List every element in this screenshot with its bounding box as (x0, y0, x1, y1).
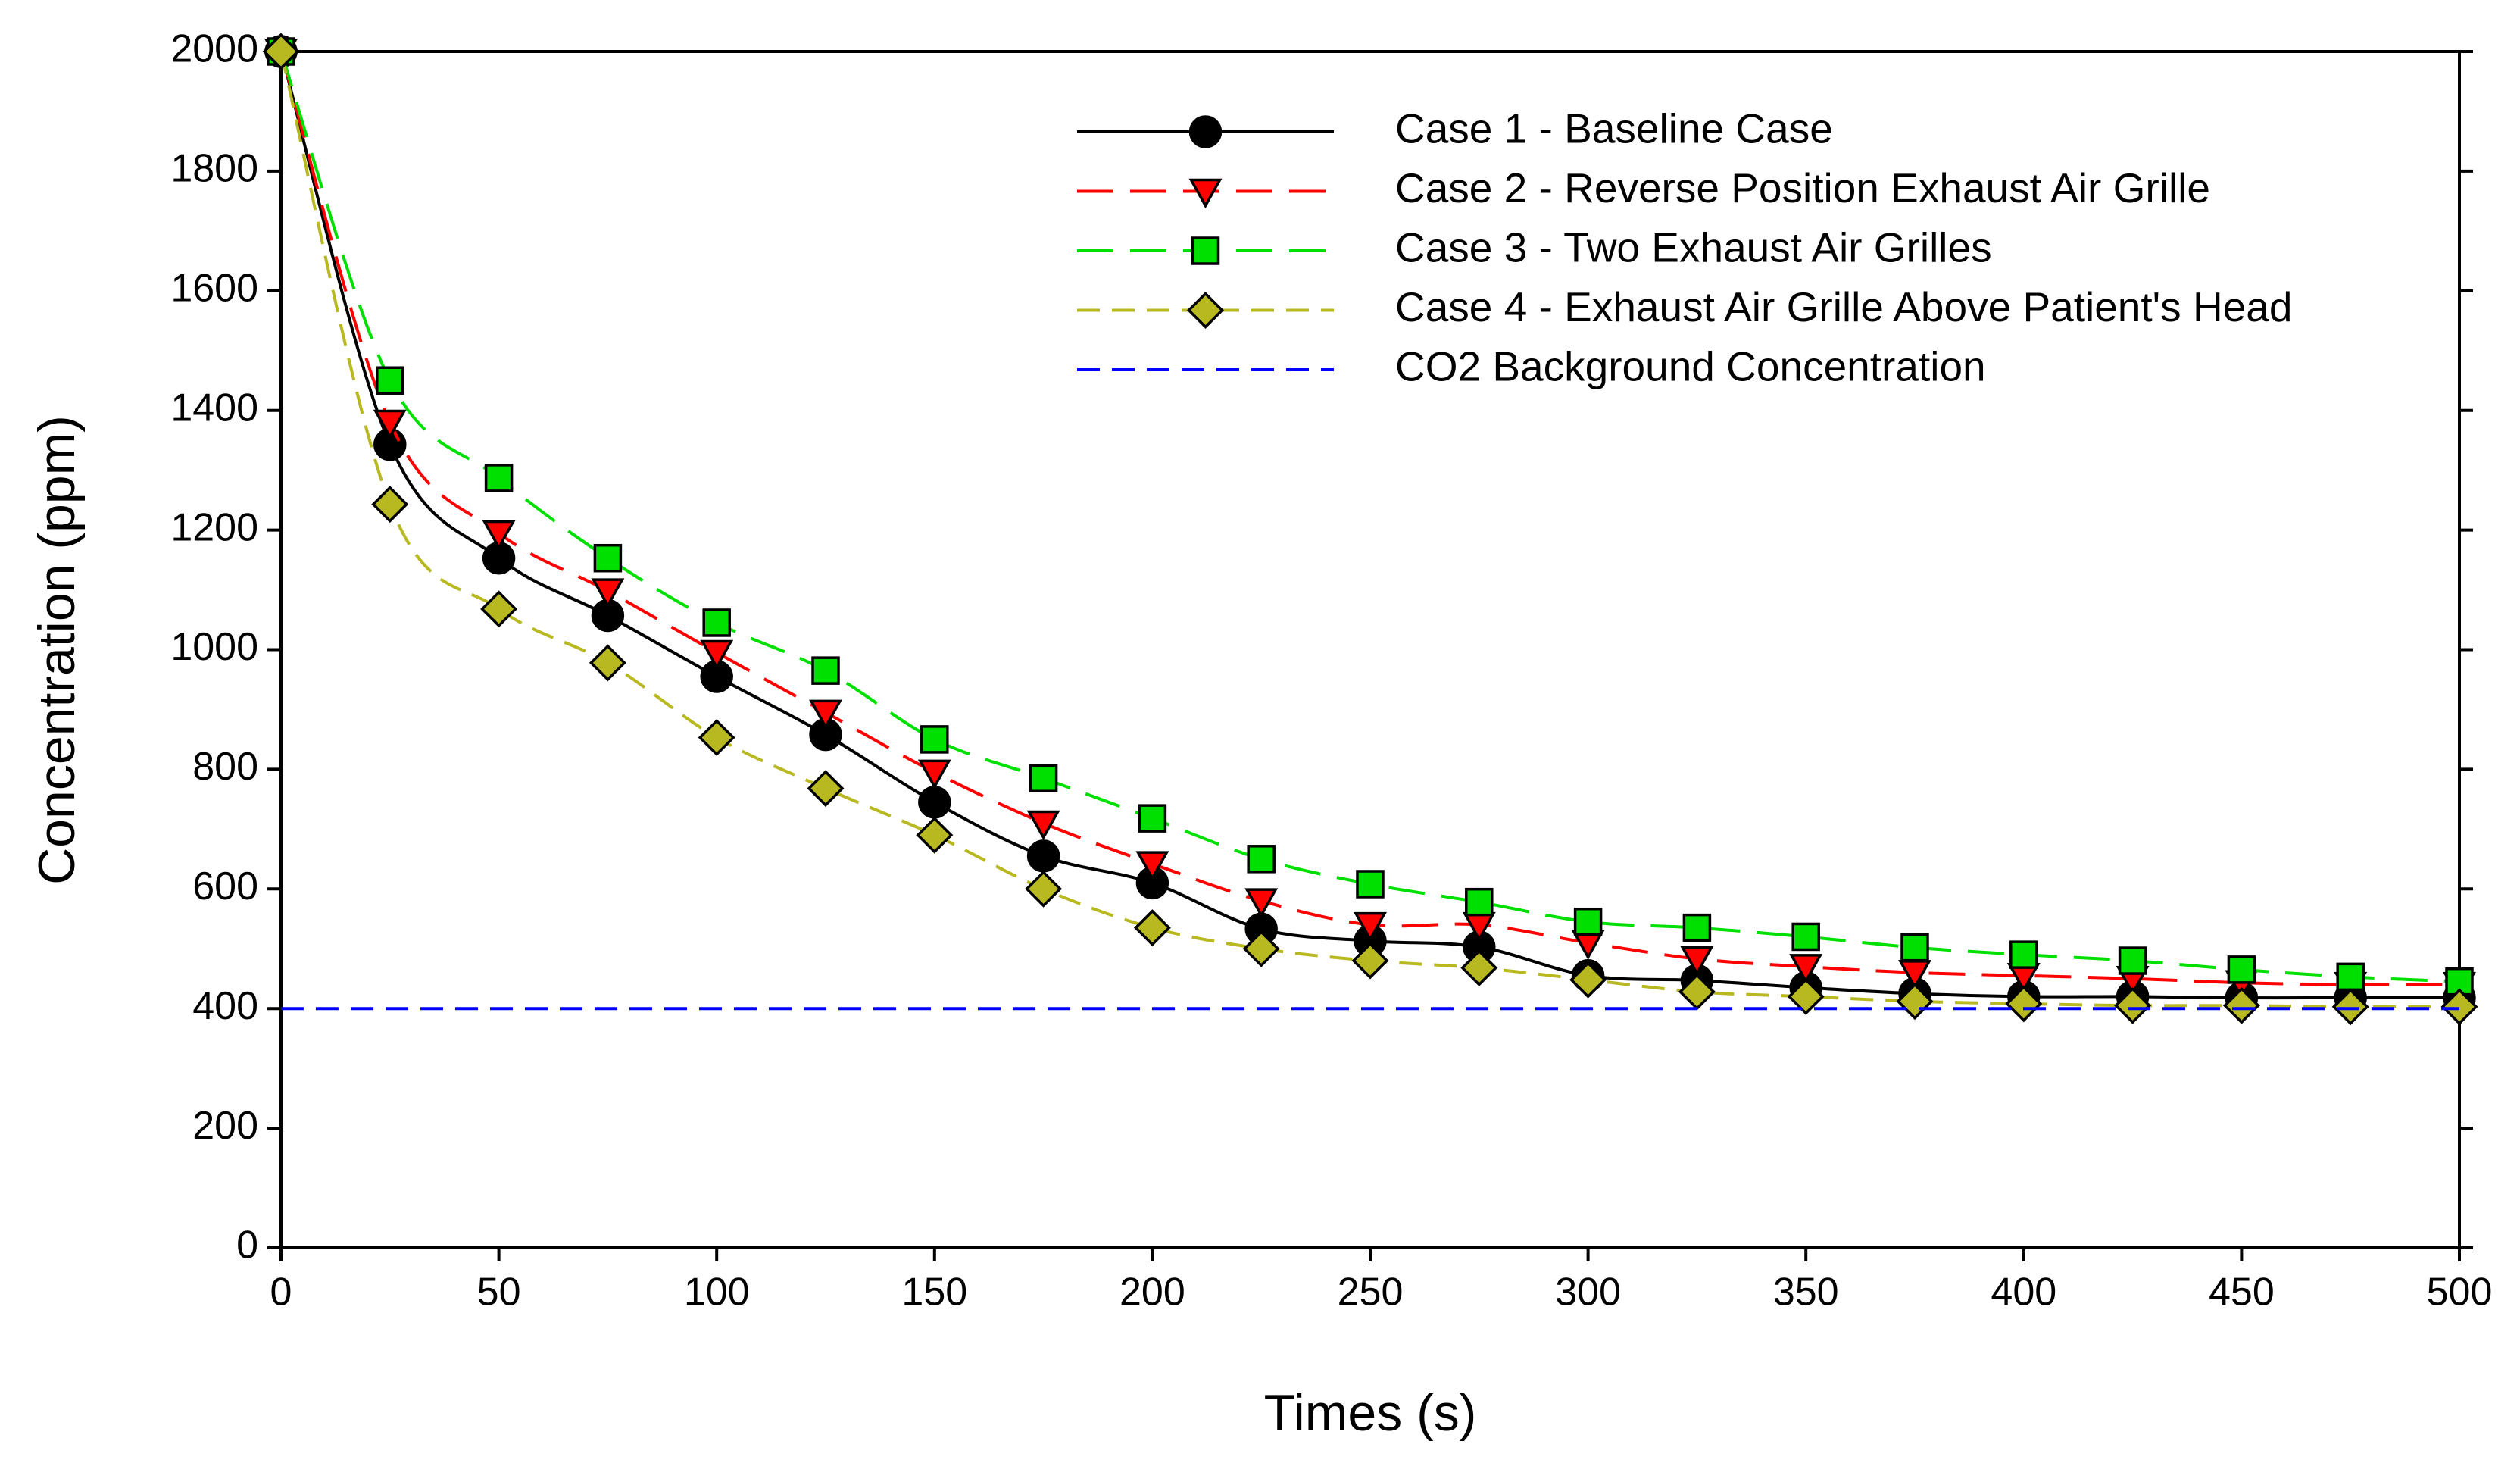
marker (1354, 911, 1387, 942)
marker (916, 816, 954, 854)
marker (2227, 955, 2256, 984)
marker (373, 409, 407, 440)
marker (920, 725, 949, 754)
marker (1900, 933, 1929, 962)
y-tick-label: 1600 (170, 267, 258, 311)
marker (1680, 946, 1714, 977)
marker (2331, 988, 2369, 1026)
x-tick-label: 150 (901, 1271, 967, 1314)
x-tick-label: 0 (270, 1271, 292, 1314)
marker (2336, 962, 2365, 992)
y-tick-label: 1800 (170, 147, 258, 191)
x-tick-label: 300 (1555, 1271, 1621, 1314)
x-axis-label: Times (s) (1264, 1384, 1477, 1442)
marker (917, 759, 951, 789)
marker (589, 644, 626, 682)
marker (702, 608, 731, 637)
marker (371, 486, 409, 524)
marker (1026, 839, 1060, 873)
legend-marker (1188, 178, 1223, 209)
marker (1787, 977, 1825, 1015)
marker (1138, 804, 1167, 833)
marker (1133, 909, 1171, 947)
marker (1244, 888, 1279, 918)
marker (2118, 946, 2147, 975)
y-tick-label: 1000 (170, 625, 258, 669)
marker (700, 639, 734, 670)
marker (1025, 870, 1063, 908)
legend-label: Case 2 - Reverse Position Exhaust Air Gr… (1395, 164, 2210, 211)
marker (2440, 988, 2478, 1026)
x-tick-label: 50 (477, 1271, 521, 1314)
legend-label: CO2 Background Concentration (1395, 343, 1986, 390)
legend-marker (1187, 292, 1224, 329)
marker (593, 543, 623, 573)
x-tick-label: 500 (2427, 1271, 2493, 1314)
series-line (279, 51, 2460, 1008)
marker (1356, 870, 1385, 899)
x-tick-label: 350 (1773, 1271, 1839, 1314)
marker (2114, 986, 2152, 1024)
marker (1460, 949, 1498, 986)
marker (1247, 845, 1276, 874)
marker (698, 719, 735, 757)
marker (811, 656, 840, 685)
x-tick-label: 250 (1338, 1271, 1404, 1314)
y-tick-label: 0 (236, 1224, 258, 1268)
x-tick-label: 200 (1119, 1271, 1185, 1314)
marker (480, 590, 518, 628)
series-line (279, 51, 2459, 1000)
marker (2005, 985, 2043, 1023)
marker (918, 786, 951, 819)
y-tick-label: 400 (192, 984, 258, 1028)
legend-marker (1191, 236, 1220, 265)
marker (1351, 942, 1389, 980)
legend-label: Case 3 - Two Exhaust Air Grilles (1395, 224, 1992, 271)
series-line (279, 51, 2460, 986)
marker (2445, 967, 2474, 996)
y-tick-label: 200 (192, 1104, 258, 1148)
marker (376, 366, 404, 395)
marker (484, 464, 514, 492)
marker (1789, 954, 1823, 984)
marker (1242, 930, 1280, 967)
marker (2222, 986, 2260, 1024)
marker (262, 33, 300, 70)
y-tick-label: 800 (192, 745, 258, 789)
legend-label: Case 1 - Baseline Case (1395, 105, 1833, 152)
y-tick-label: 1200 (170, 505, 258, 549)
marker (1026, 810, 1060, 841)
marker (1465, 887, 1494, 917)
y-tick-label: 600 (192, 864, 258, 908)
legend-label: Case 4 - Exhaust Air Grille Above Patien… (1395, 283, 2292, 330)
y-tick-label: 1400 (170, 386, 258, 430)
marker (1573, 907, 1603, 936)
marker (2009, 940, 2038, 969)
marker (1791, 922, 1820, 952)
legend-marker (1188, 115, 1223, 148)
marker (1682, 913, 1712, 942)
x-tick-label: 450 (2209, 1271, 2275, 1314)
marker (1135, 851, 1169, 881)
y-tick-label: 2000 (170, 27, 258, 71)
marker (809, 699, 842, 730)
marker (591, 578, 625, 608)
series-line (279, 51, 2460, 983)
marker (807, 770, 845, 808)
x-tick-label: 400 (1991, 1271, 2056, 1314)
marker (1569, 961, 1607, 999)
x-tick-label: 100 (684, 1271, 750, 1314)
y-axis-label: Concentration (ppm) (28, 415, 86, 885)
marker (1029, 764, 1058, 792)
marker (482, 520, 516, 551)
